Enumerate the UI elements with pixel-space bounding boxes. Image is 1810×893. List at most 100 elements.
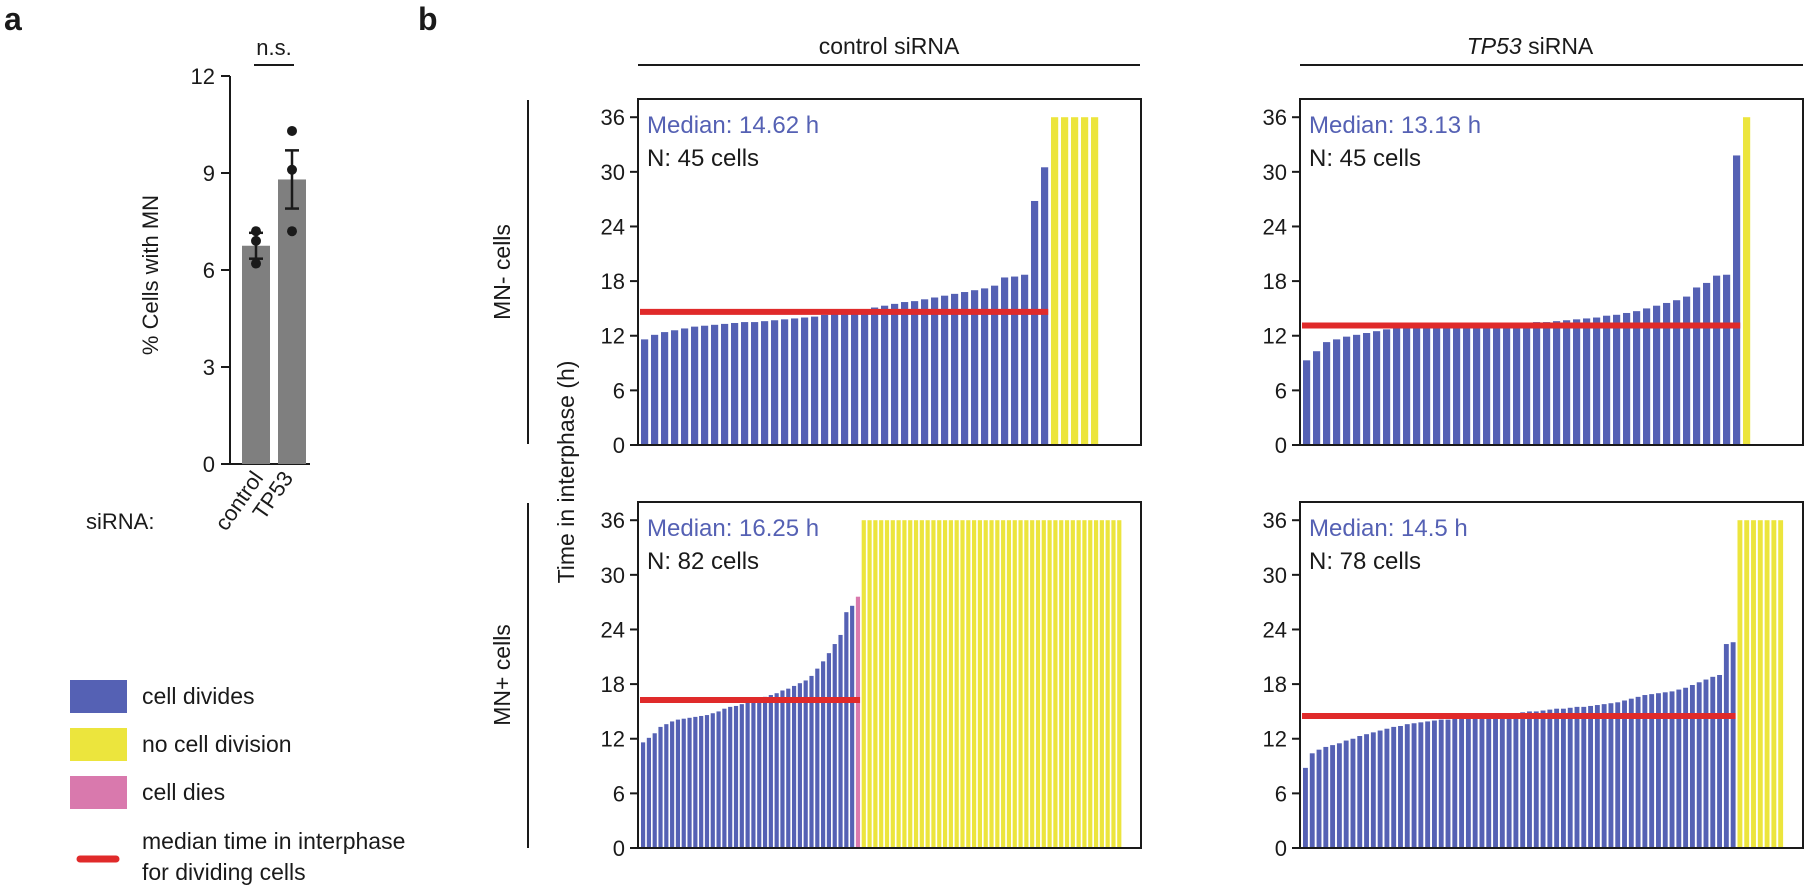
bar-divides [675,719,681,848]
y-tick-label: 0 [1275,836,1287,861]
bar-divides [821,314,829,445]
bar-divides [701,325,709,445]
bar-divides [728,706,733,848]
bar-no-division [942,520,948,848]
legend-label-divides: cell divides [142,683,255,709]
panel-a-tick-label: 6 [203,258,215,283]
bar-divides [1506,713,1512,848]
bar-no-division [1070,520,1075,848]
n-annotation: N: 82 cells [647,548,759,575]
bar-no-division [896,520,901,848]
bar-no-division [1012,520,1017,848]
median-annotation: Median: 13.13 h [1309,112,1481,139]
bar-no-division [1030,520,1035,848]
column-header-control: control siRNA [819,33,960,59]
y-tick-label: 12 [1263,324,1287,349]
chart-frame [637,501,1142,849]
bar-no-division [983,520,988,848]
bar-divides [1693,287,1701,445]
bar-no-division [1744,520,1750,848]
bar-no-division [867,520,872,848]
bar-no-division [1088,520,1093,848]
n-annotation: N: 78 cells [1309,548,1421,575]
bar-divides [1533,322,1541,445]
y-tick-label: 24 [1263,214,1287,239]
bar-divides [768,695,773,848]
bar-divides [931,297,939,445]
bar-divides [1601,704,1607,848]
bar-divides [1011,276,1019,445]
bar-divides [1543,322,1551,445]
bar-divides [1404,724,1410,848]
bar-divides [721,323,729,445]
y-tick-label: 12 [601,727,625,752]
bar-divides [1041,167,1049,445]
bar-divides [693,716,698,848]
y-tick-label: 0 [613,433,625,458]
significance-label: n.s. [256,35,291,60]
bar-divides [1673,300,1681,445]
bar-no-division [1051,117,1059,446]
bar-divides [641,339,649,445]
panel-b-charts: 0 6 12 18 24 30 36 Median: 14.62 h N: 45 cells 0 6… [601,98,1804,861]
legend-label-no-division: no cell division [142,731,292,757]
bar-divides [1330,745,1336,848]
y-tick-label: 30 [601,160,625,185]
bar-divides [1696,682,1702,848]
bar-divides [1573,319,1581,445]
bar-divides [781,319,789,445]
bar-dies [855,596,861,848]
bar-no-division [902,520,907,848]
bar-no-division [919,520,924,848]
bar-divides [1486,715,1492,848]
panel-a-tick-label: 9 [203,161,215,186]
bar-divides [1391,726,1397,848]
y-tick-label: 12 [601,324,625,349]
bar-divides [951,293,959,445]
bar-divides [821,661,826,848]
bar-divides [1336,743,1342,848]
sirna-label: siRNA: [86,509,154,534]
bar-divides [1689,685,1695,848]
bar-divides [921,299,929,445]
bar-divides [1560,708,1566,848]
bar-divides [687,717,692,848]
bar-divides [1438,719,1444,848]
bar-divides [716,711,721,848]
bar-no-division [948,520,953,848]
bar-no-division [1091,117,1099,446]
bar-divides [681,328,689,445]
bar-divides [751,322,759,445]
bar-divides [1567,707,1573,848]
bar-divides [1613,314,1621,445]
bar-no-division [1757,520,1763,848]
panel-a-y-label: % Cells with MN [138,195,163,355]
bar-divides [1403,327,1411,445]
bar-no-division [1771,520,1777,848]
bar-divides [741,322,749,445]
bar-divides [1031,200,1039,445]
bar-no-division [913,520,919,848]
bar-divides [1309,753,1315,848]
legend-label-median-2: for dividing cells [142,859,306,885]
bar-divides [1343,740,1349,848]
bar-divides [1472,716,1478,848]
bar-divides [661,332,669,445]
bar-divides [1656,693,1661,848]
bar-divides [1603,315,1611,445]
bar-divides [1370,732,1376,848]
bar-divides [771,320,779,445]
y-tick-label: 6 [613,378,625,403]
panel-a-tick-label: 12 [191,64,215,89]
bar-divides [1703,282,1711,445]
bar-divides [1649,694,1655,848]
median-annotation: Median: 14.5 h [1309,515,1468,542]
y-tick-label: 30 [601,563,625,588]
column-header-tp53: TP53 siRNA [1467,33,1594,59]
bar-divides [1594,705,1600,848]
bar-divides [1001,277,1009,445]
bar-divides [751,700,756,848]
panel-a-data-point [251,235,261,246]
bar-no-division [1099,520,1104,848]
